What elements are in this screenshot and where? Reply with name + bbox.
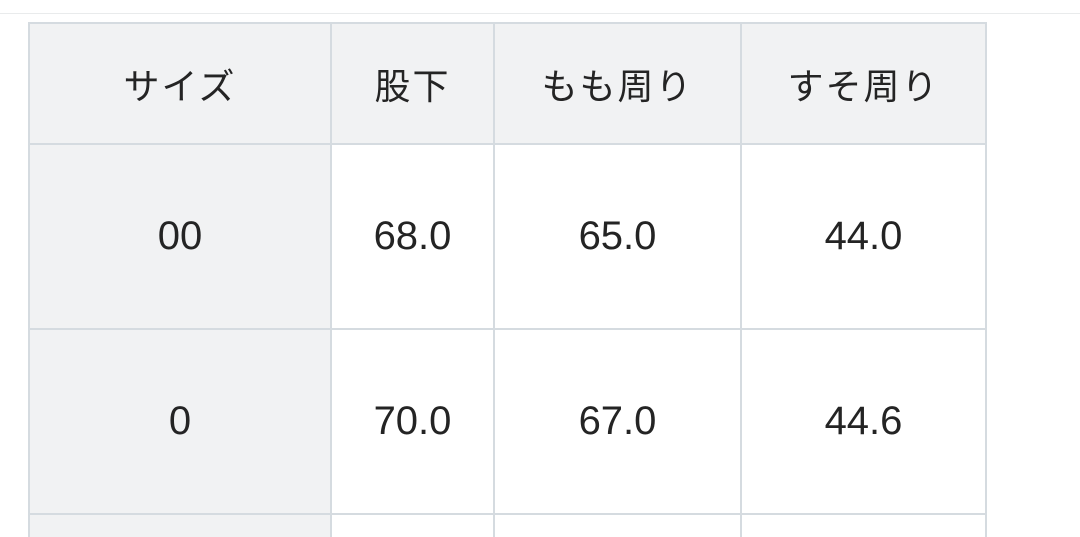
cell-inseam <box>330 513 495 537</box>
row-size-label: 0 <box>28 328 332 515</box>
cell-hem: 44.0 <box>740 143 987 330</box>
cell-thigh: 67.0 <box>493 328 742 515</box>
column-header-size: サイズ <box>28 22 332 145</box>
section-divider <box>0 13 1080 14</box>
cell-thigh <box>493 513 742 537</box>
table-row-partial <box>28 513 987 537</box>
table-row: 0 70.0 67.0 44.6 <box>28 328 987 515</box>
cell-hem <box>740 513 987 537</box>
cell-hem: 44.6 <box>740 328 987 515</box>
cell-thigh: 65.0 <box>493 143 742 330</box>
size-table-viewport[interactable]: サイズ 股下 もも周り すそ周り 00 68.0 65.0 44.0 0 70.… <box>28 22 989 537</box>
table-row: 00 68.0 65.0 44.0 <box>28 143 987 330</box>
column-header-inseam: 股下 <box>330 22 495 145</box>
column-header-hem: すそ周り <box>740 22 987 145</box>
size-table: サイズ 股下 もも周り すそ周り 00 68.0 65.0 44.0 0 70.… <box>28 22 987 537</box>
cell-inseam: 70.0 <box>330 328 495 515</box>
row-size-label: 00 <box>28 143 332 330</box>
cell-inseam: 68.0 <box>330 143 495 330</box>
row-size-label <box>28 513 332 537</box>
column-header-thigh: もも周り <box>493 22 742 145</box>
table-header-row: サイズ 股下 もも周り すそ周り <box>28 22 987 145</box>
